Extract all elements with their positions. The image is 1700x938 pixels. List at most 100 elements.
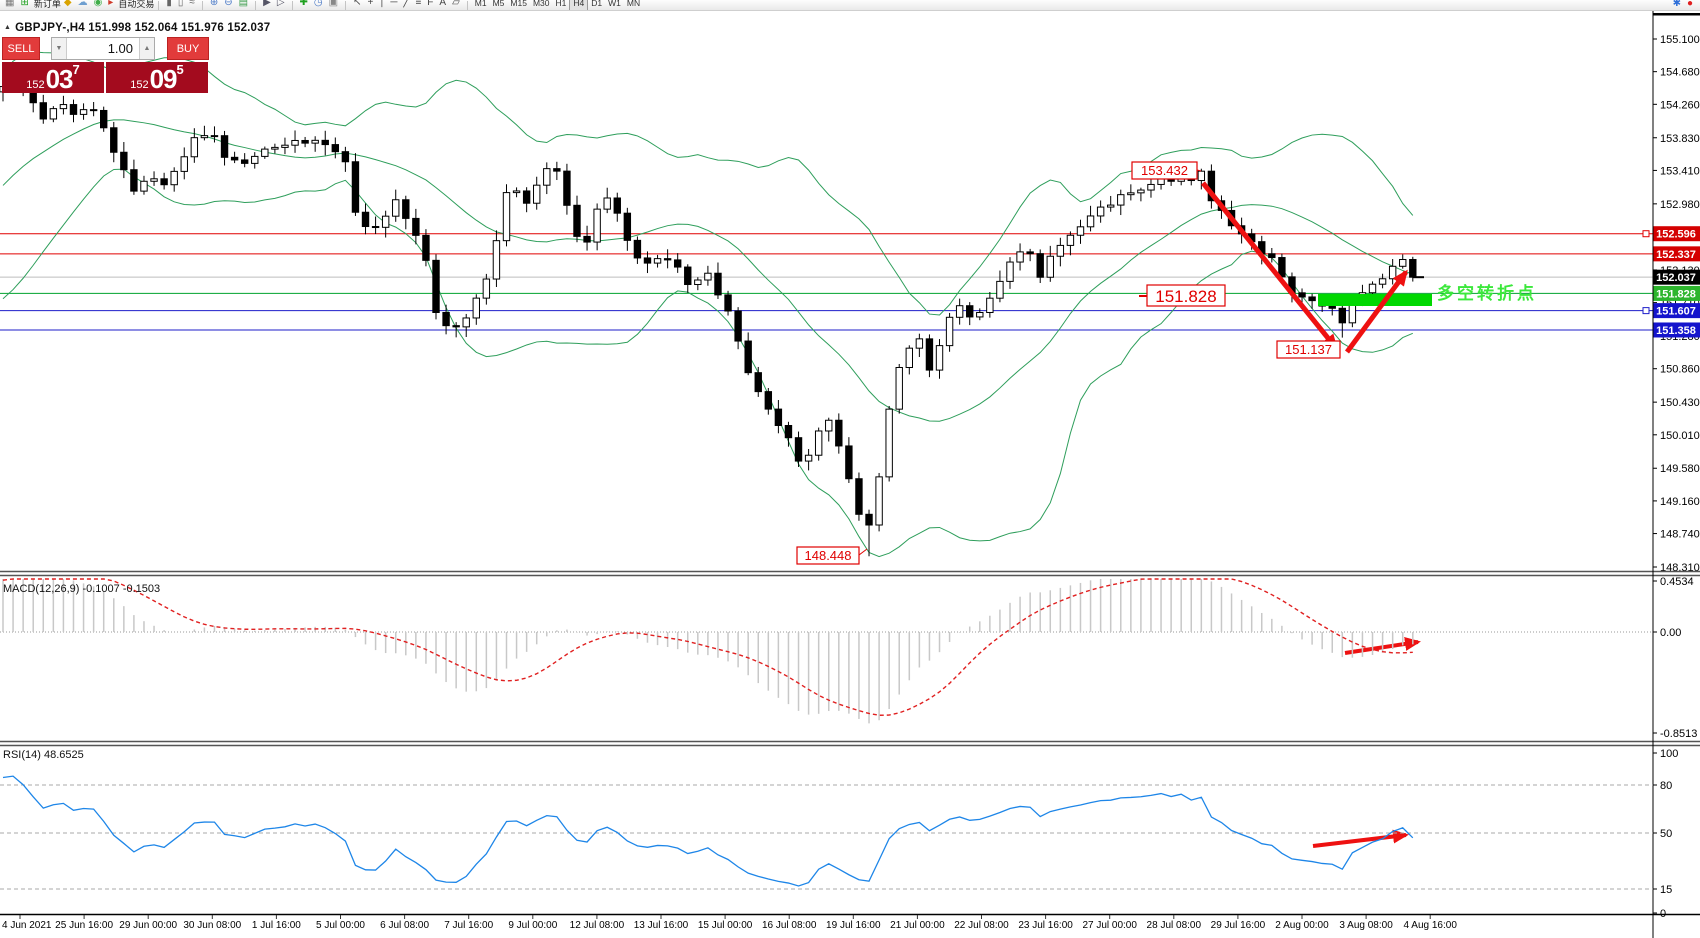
time-tick-label: 7 Jul 16:00 bbox=[444, 920, 493, 931]
toolbar-button-zoom-in[interactable]: ⊕ bbox=[209, 0, 219, 8]
price-badge-151.828 bbox=[1653, 285, 1700, 301]
toolbar-button-auto-scroll[interactable]: ▶ bbox=[263, 0, 271, 8]
label-connector bbox=[1196, 169, 1202, 172]
trend-arrow-4[interactable] bbox=[1312, 829, 1409, 848]
time-tick-label: 21 Jul 00:00 bbox=[890, 920, 945, 931]
macd-scale-label: -0.8513 bbox=[1660, 728, 1697, 740]
toolbar-button-candlestick-mode[interactable]: ▯ bbox=[177, 0, 184, 8]
timeframe-button-m5[interactable]: M5 bbox=[492, 0, 505, 8]
toolbar-button-chart-window-icon[interactable]: ▦ bbox=[5, 0, 15, 8]
rsi-line bbox=[2, 775, 1414, 887]
toolbar-button-mql5-cloud[interactable]: ☁ bbox=[77, 0, 88, 8]
buy-price-base: 152 bbox=[130, 79, 149, 91]
timeframe-button-h4[interactable]: H4 bbox=[569, 0, 589, 10]
time-tick-label: 28 Jul 08:00 bbox=[1147, 920, 1202, 931]
toolbar-button-zoom-out[interactable]: ⊖ bbox=[224, 0, 233, 8]
buy-price[interactable]: 152 09 5 bbox=[106, 62, 208, 93]
time-tick-label: 4 Jun 2021 bbox=[2, 920, 52, 931]
toolbar-button-auto-trading[interactable]: ▸ bbox=[108, 0, 114, 8]
price-tick-label: 152.980 bbox=[1660, 199, 1700, 211]
time-tick-label: 15 Jul 00:00 bbox=[698, 920, 753, 931]
rsi-scale-label: 50 bbox=[1660, 828, 1672, 840]
volume-increase-button[interactable]: ▲ bbox=[139, 38, 154, 59]
time-tick-label: 22 Jul 08:00 bbox=[954, 920, 1009, 931]
timeframe-button-d1[interactable]: D1 bbox=[591, 0, 603, 8]
level-handle[interactable] bbox=[1642, 307, 1650, 315]
toolbar-button-equidistant-channel-tool[interactable]: ≡ bbox=[415, 0, 422, 8]
price-tick-label: 155.100 bbox=[1660, 34, 1700, 46]
toolbar-label-new-order[interactable]: 新订单 bbox=[33, 0, 61, 9]
turning-point-zone[interactable] bbox=[1318, 294, 1432, 306]
toolbar-button-templates[interactable]: ▣ bbox=[328, 0, 339, 8]
toolbar-button-cursor[interactable]: ↖ bbox=[353, 0, 362, 8]
trend-arrow-3[interactable] bbox=[1344, 637, 1421, 655]
rsi-scale-label: 100 bbox=[1660, 748, 1678, 760]
toolbar-button-bar-chart-mode[interactable]: ▮ bbox=[166, 0, 172, 8]
timeframe-button-mn[interactable]: MN bbox=[626, 0, 641, 8]
toolbar-button-notifications-badge[interactable]: ● bbox=[1686, 0, 1693, 9]
timeframe-button-m1[interactable]: M1 bbox=[474, 0, 487, 8]
price-badge-151.607 bbox=[1653, 303, 1700, 319]
chart-symbol-ohlc: ▲ GBPJPY-,H4 151.998 152.064 151.976 152.… bbox=[4, 22, 270, 34]
price-badge-text: 151.828 bbox=[1656, 288, 1696, 300]
toolbar-button-vertical-line-tool[interactable]: ∣ bbox=[379, 0, 385, 8]
toolbar-button-trendline-tool[interactable]: ╱ bbox=[403, 0, 410, 8]
time-tick-label: 4 Aug 16:00 bbox=[1404, 920, 1458, 931]
toolbar-button-new-order[interactable]: ⊞ bbox=[20, 0, 29, 8]
price-tick-label: 153.410 bbox=[1660, 165, 1700, 177]
time-tick-label: 2 Aug 00:00 bbox=[1275, 920, 1329, 931]
price-tick-label: 154.680 bbox=[1660, 67, 1700, 79]
toolbar-button-tile-windows[interactable]: ▤ bbox=[238, 0, 249, 8]
toolbar-separator bbox=[345, 1, 347, 10]
time-tick-label: 29 Jul 16:00 bbox=[1211, 920, 1266, 931]
time-tick-label: 29 Jun 00:00 bbox=[119, 920, 177, 931]
collapse-icon[interactable]: ▲ bbox=[4, 24, 12, 31]
volume-decrease-button[interactable]: ▼ bbox=[52, 38, 67, 59]
toolbar-button-fibonacci-tool[interactable]: F bbox=[427, 0, 434, 8]
trend-arrow-2[interactable] bbox=[1344, 269, 1409, 354]
toolbar-separator bbox=[158, 1, 160, 10]
price-annotation-box[interactable] bbox=[796, 546, 860, 565]
macd-scale-label: 0.4534 bbox=[1660, 576, 1694, 588]
price-tick-label: 148.740 bbox=[1660, 529, 1700, 541]
toolbar-button-shapes-tool[interactable]: ▱ bbox=[452, 0, 460, 8]
buy-button[interactable]: BUY bbox=[167, 37, 209, 60]
toolbar-button-market-watch[interactable]: ◆ bbox=[63, 0, 72, 8]
timeframe-button-m30[interactable]: M30 bbox=[532, 0, 550, 8]
price-badge-152.037 bbox=[1653, 269, 1700, 285]
timeframe-button-w1[interactable]: W1 bbox=[608, 0, 621, 8]
toolbar-separator bbox=[466, 1, 468, 10]
toolbar-separator bbox=[291, 1, 293, 10]
toolbar-button-periods[interactable]: ◷ bbox=[313, 0, 323, 8]
toolbar-button-line-chart-mode[interactable]: ≈ bbox=[189, 0, 195, 8]
timeframe-button-h1[interactable]: H1 bbox=[555, 0, 567, 8]
label-connector bbox=[858, 548, 868, 556]
sell-price-big: 03 bbox=[45, 64, 74, 94]
sell-price[interactable]: 152 03 7 bbox=[2, 62, 104, 93]
timeframe-button-m15[interactable]: M15 bbox=[510, 0, 527, 8]
price-annotation-box[interactable] bbox=[1146, 284, 1226, 307]
price-tick-label: 150.430 bbox=[1660, 397, 1700, 409]
toolbar-button-indicators-list[interactable]: ✚ bbox=[299, 0, 308, 8]
rsi-scale-label: 80 bbox=[1660, 780, 1672, 792]
toolbar-button-signals[interactable]: ◉ bbox=[93, 0, 103, 8]
toolbar-button-search[interactable]: ✱ bbox=[1672, 0, 1681, 9]
level-handle[interactable] bbox=[1642, 230, 1650, 238]
volume-input[interactable] bbox=[67, 38, 139, 59]
rsi-scale-label: 0 bbox=[1660, 908, 1666, 920]
price-annotation-box[interactable] bbox=[1131, 161, 1198, 180]
price-tick-label: 154.260 bbox=[1660, 99, 1700, 111]
toolbar-button-horizontal-line-tool[interactable]: ─ bbox=[390, 0, 398, 8]
volume-stepper[interactable]: ▼ ▲ bbox=[51, 37, 155, 60]
price-annotation-box[interactable] bbox=[1276, 340, 1341, 359]
sell-price-base: 152 bbox=[26, 79, 45, 91]
toolbar-button-text-tool[interactable]: A bbox=[439, 0, 447, 8]
trend-arrow-1[interactable] bbox=[1201, 181, 1338, 351]
macd-signal-line bbox=[2, 578, 1413, 716]
sell-button[interactable]: SELL bbox=[2, 37, 40, 60]
toolbar-label-auto-trading[interactable]: 自动交易 bbox=[118, 0, 155, 9]
turning-point-note[interactable]: 多空转折点 bbox=[1437, 283, 1537, 303]
toolbar-button-chart-shift[interactable]: ▷ bbox=[276, 0, 285, 8]
toolbar-button-crosshair[interactable]: + bbox=[367, 0, 374, 8]
